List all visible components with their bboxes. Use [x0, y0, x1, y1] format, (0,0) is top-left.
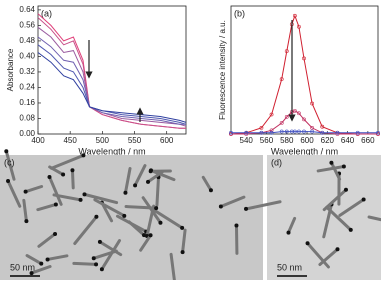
- rod-tip: [81, 153, 85, 157]
- rod-tip: [79, 198, 83, 202]
- rod-tip: [4, 149, 8, 153]
- y-tick-label: 0.16: [19, 98, 35, 107]
- rod-tip: [98, 240, 102, 244]
- data-line: [38, 53, 186, 123]
- panel-label: (c): [4, 157, 15, 167]
- rod-tip: [100, 267, 104, 271]
- y-tick-label: 0.56: [19, 21, 35, 30]
- x-tick-label: 600: [300, 136, 314, 145]
- x-tick-label: 500: [96, 136, 110, 145]
- nanorod: [126, 207, 156, 209]
- rod-tip: [24, 219, 28, 223]
- y-tick-label: 0.64: [19, 5, 35, 14]
- rod-tip: [336, 247, 340, 251]
- tem-image: (d) 50 nm: [244, 155, 381, 280]
- x-axis-label: Wavelength / nm: [271, 146, 338, 156]
- y-tick-label: 0.32: [19, 67, 35, 76]
- y-tick-label: 0.48: [19, 36, 35, 45]
- panel-label: (d): [271, 157, 282, 167]
- x-tick-label: 600: [160, 136, 174, 145]
- rod-tip: [306, 241, 310, 245]
- rod-tip: [209, 188, 213, 192]
- data-line: [38, 14, 186, 128]
- rod-tip: [47, 175, 51, 179]
- x-tick-label: 620: [321, 136, 335, 145]
- y-axis-label: Fluorescence intensity / a.u.: [218, 20, 227, 120]
- tem-image: (c) 50 nm: [0, 149, 263, 280]
- rod-tip: [180, 226, 184, 230]
- nanorod: [72, 170, 73, 188]
- y-tick-label: 0.00: [19, 129, 35, 138]
- rod-tip: [133, 183, 137, 187]
- y-tick-label: 0.08: [19, 114, 35, 123]
- rod-tip: [82, 192, 86, 196]
- x-axis-label: Wavelength / nm: [78, 146, 145, 156]
- rod-tip: [244, 207, 248, 211]
- rod-tip: [158, 221, 162, 225]
- rod-tip: [362, 198, 366, 202]
- data-line: [231, 16, 378, 134]
- rod-tip: [349, 228, 353, 232]
- panel-label: (a): [41, 8, 52, 18]
- rod-tip: [181, 250, 185, 254]
- rod-tip: [219, 205, 223, 209]
- rod-tip: [344, 188, 348, 192]
- y-tick-label: 0.40: [19, 52, 35, 61]
- x-tick-label: 560: [260, 136, 274, 145]
- nanorod: [157, 177, 159, 205]
- panel-label: (b): [234, 8, 245, 18]
- scale-label: 50 nm: [277, 262, 302, 272]
- rod-tip: [286, 231, 290, 235]
- rod-tip: [154, 206, 158, 210]
- y-axis-label: Absorbance: [6, 48, 15, 91]
- rod-tip: [6, 179, 10, 183]
- rod-tip: [149, 168, 153, 172]
- rod-tip: [123, 191, 127, 195]
- scale-label: 50 nm: [10, 262, 35, 272]
- rod-tip: [53, 232, 57, 236]
- rod-tip: [39, 262, 43, 266]
- x-tick-label: 550: [128, 136, 142, 145]
- rod-tip: [94, 215, 98, 219]
- x-tick-label: 580: [280, 136, 294, 145]
- rod-tip: [24, 190, 28, 194]
- nanorod: [74, 263, 96, 264]
- rod-tip: [329, 161, 333, 165]
- rod-tip: [46, 257, 50, 261]
- y-tick-label: 0.24: [19, 83, 35, 92]
- rod-tip: [234, 224, 238, 228]
- rod-tip: [61, 173, 65, 177]
- rod-tip: [54, 202, 58, 206]
- plot-frame: [231, 6, 378, 134]
- x-tick-label: 660: [361, 136, 375, 145]
- rod-tip: [94, 262, 98, 266]
- rod-tip: [149, 233, 153, 237]
- rod-tip: [146, 180, 150, 184]
- rod-tip: [342, 164, 346, 168]
- rod-tip: [122, 214, 126, 218]
- rod-tip: [92, 256, 96, 260]
- rod-tip: [70, 168, 74, 172]
- x-tick-label: 450: [63, 136, 77, 145]
- x-tick-label: 540: [240, 136, 254, 145]
- x-tick-label: 640: [341, 136, 355, 145]
